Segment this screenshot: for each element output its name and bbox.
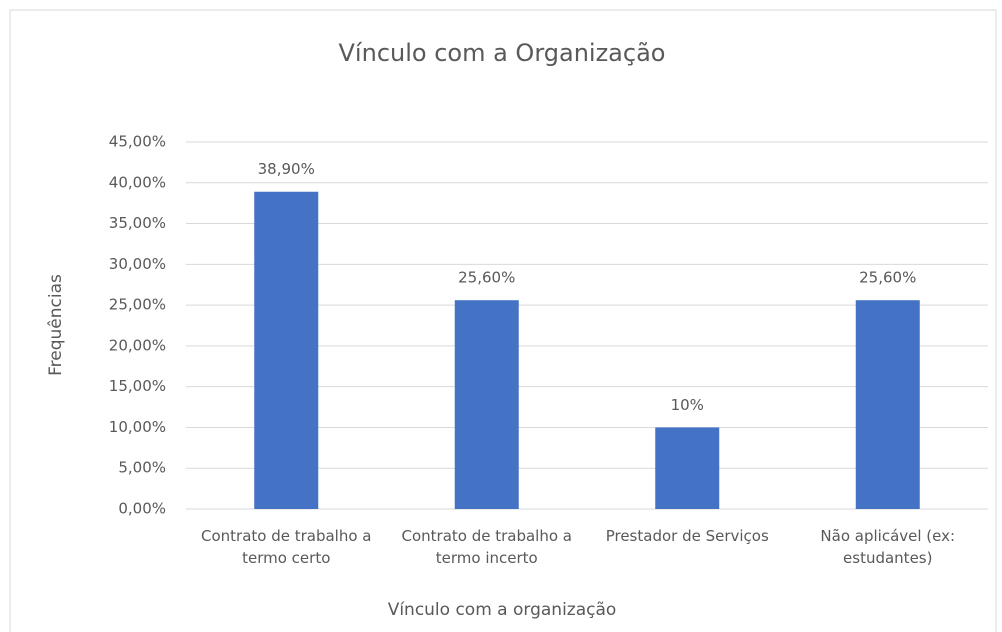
y-tick-label: 45,00% <box>109 133 166 151</box>
y-tick-label: 35,00% <box>109 214 166 232</box>
y-tick-label: 10,00% <box>109 418 166 436</box>
bar <box>454 300 519 509</box>
data-label: 25,60% <box>859 269 916 287</box>
y-tick-label: 15,00% <box>109 377 166 395</box>
x-tick-label: Contrato de trabalho a termo certo <box>200 527 372 567</box>
x-tick-label: Contrato de trabalho a termo incerto <box>401 527 572 567</box>
y-tick-label: 40,00% <box>109 173 166 191</box>
x-axis-label: Vínculo com a organização <box>388 600 617 620</box>
chart-border <box>9 9 997 632</box>
bar <box>855 300 920 509</box>
y-axis-label: Frequências <box>46 274 66 376</box>
x-tick-label: Prestador de Serviços <box>605 527 769 545</box>
y-tick-label: 30,00% <box>109 255 166 273</box>
bar <box>254 191 319 509</box>
y-tick-label: 0,00% <box>118 500 166 518</box>
data-label: 38,90% <box>258 160 315 178</box>
x-tick-label: Não aplicável (ex: estudantes) <box>820 527 956 567</box>
y-tick-label: 5,00% <box>118 459 166 477</box>
chart-title: Vínculo com a Organização <box>339 39 666 67</box>
data-label: 10% <box>671 396 704 414</box>
bar <box>655 427 720 509</box>
y-tick-label: 25,00% <box>109 296 166 314</box>
y-tick-label: 20,00% <box>109 336 166 354</box>
data-label: 25,60% <box>458 269 515 287</box>
